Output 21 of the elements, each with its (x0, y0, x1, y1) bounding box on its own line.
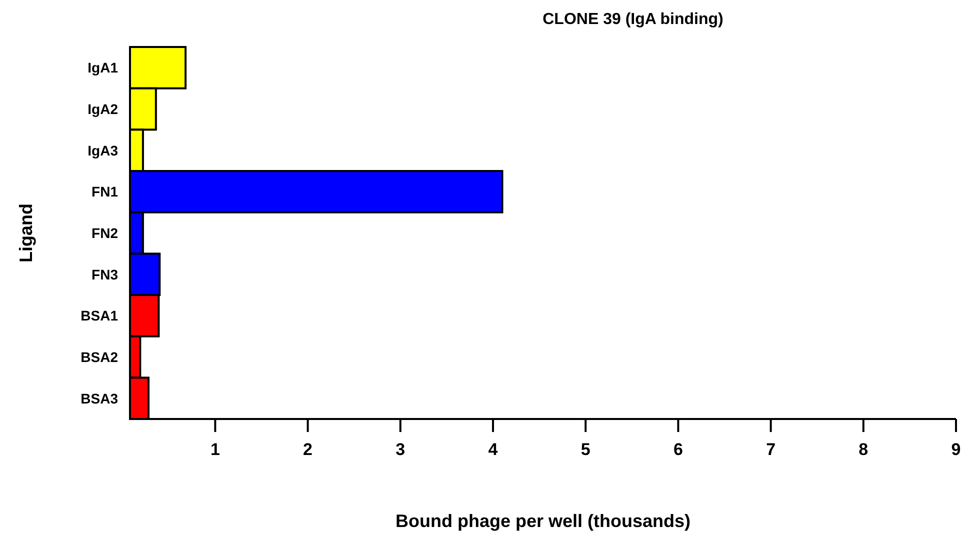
y-tick-label: IgA2 (88, 101, 118, 117)
y-tick-label: FN1 (92, 184, 118, 200)
x-tick-label: 1 (210, 440, 220, 459)
x-tick-label: 9 (951, 440, 961, 459)
y-tick-label: FN3 (92, 266, 118, 282)
x-tick-label: 8 (858, 440, 868, 459)
y-tick-label: BSA1 (80, 308, 118, 324)
x-tick-label: 3 (396, 440, 406, 459)
y-tick-label: IgA3 (88, 142, 118, 158)
y-tick-label: BSA3 (80, 390, 118, 406)
x-tick-label: 7 (766, 440, 776, 459)
x-tick-label: 2 (303, 440, 313, 459)
x-tick-label: 4 (488, 440, 498, 459)
x-tick-label: 5 (580, 440, 590, 459)
y-tick-label: BSA2 (80, 349, 118, 365)
x-axis-title: Bound phage per well (thousands) (395, 511, 691, 531)
y-tick-label: FN2 (92, 225, 118, 241)
x-tick-label: 6 (673, 440, 683, 459)
y-tick-label: IgA1 (88, 60, 118, 76)
y-axis-title: Ligand (16, 204, 36, 262)
chart-title: CLONE 39 (IgA binding) (542, 11, 724, 28)
